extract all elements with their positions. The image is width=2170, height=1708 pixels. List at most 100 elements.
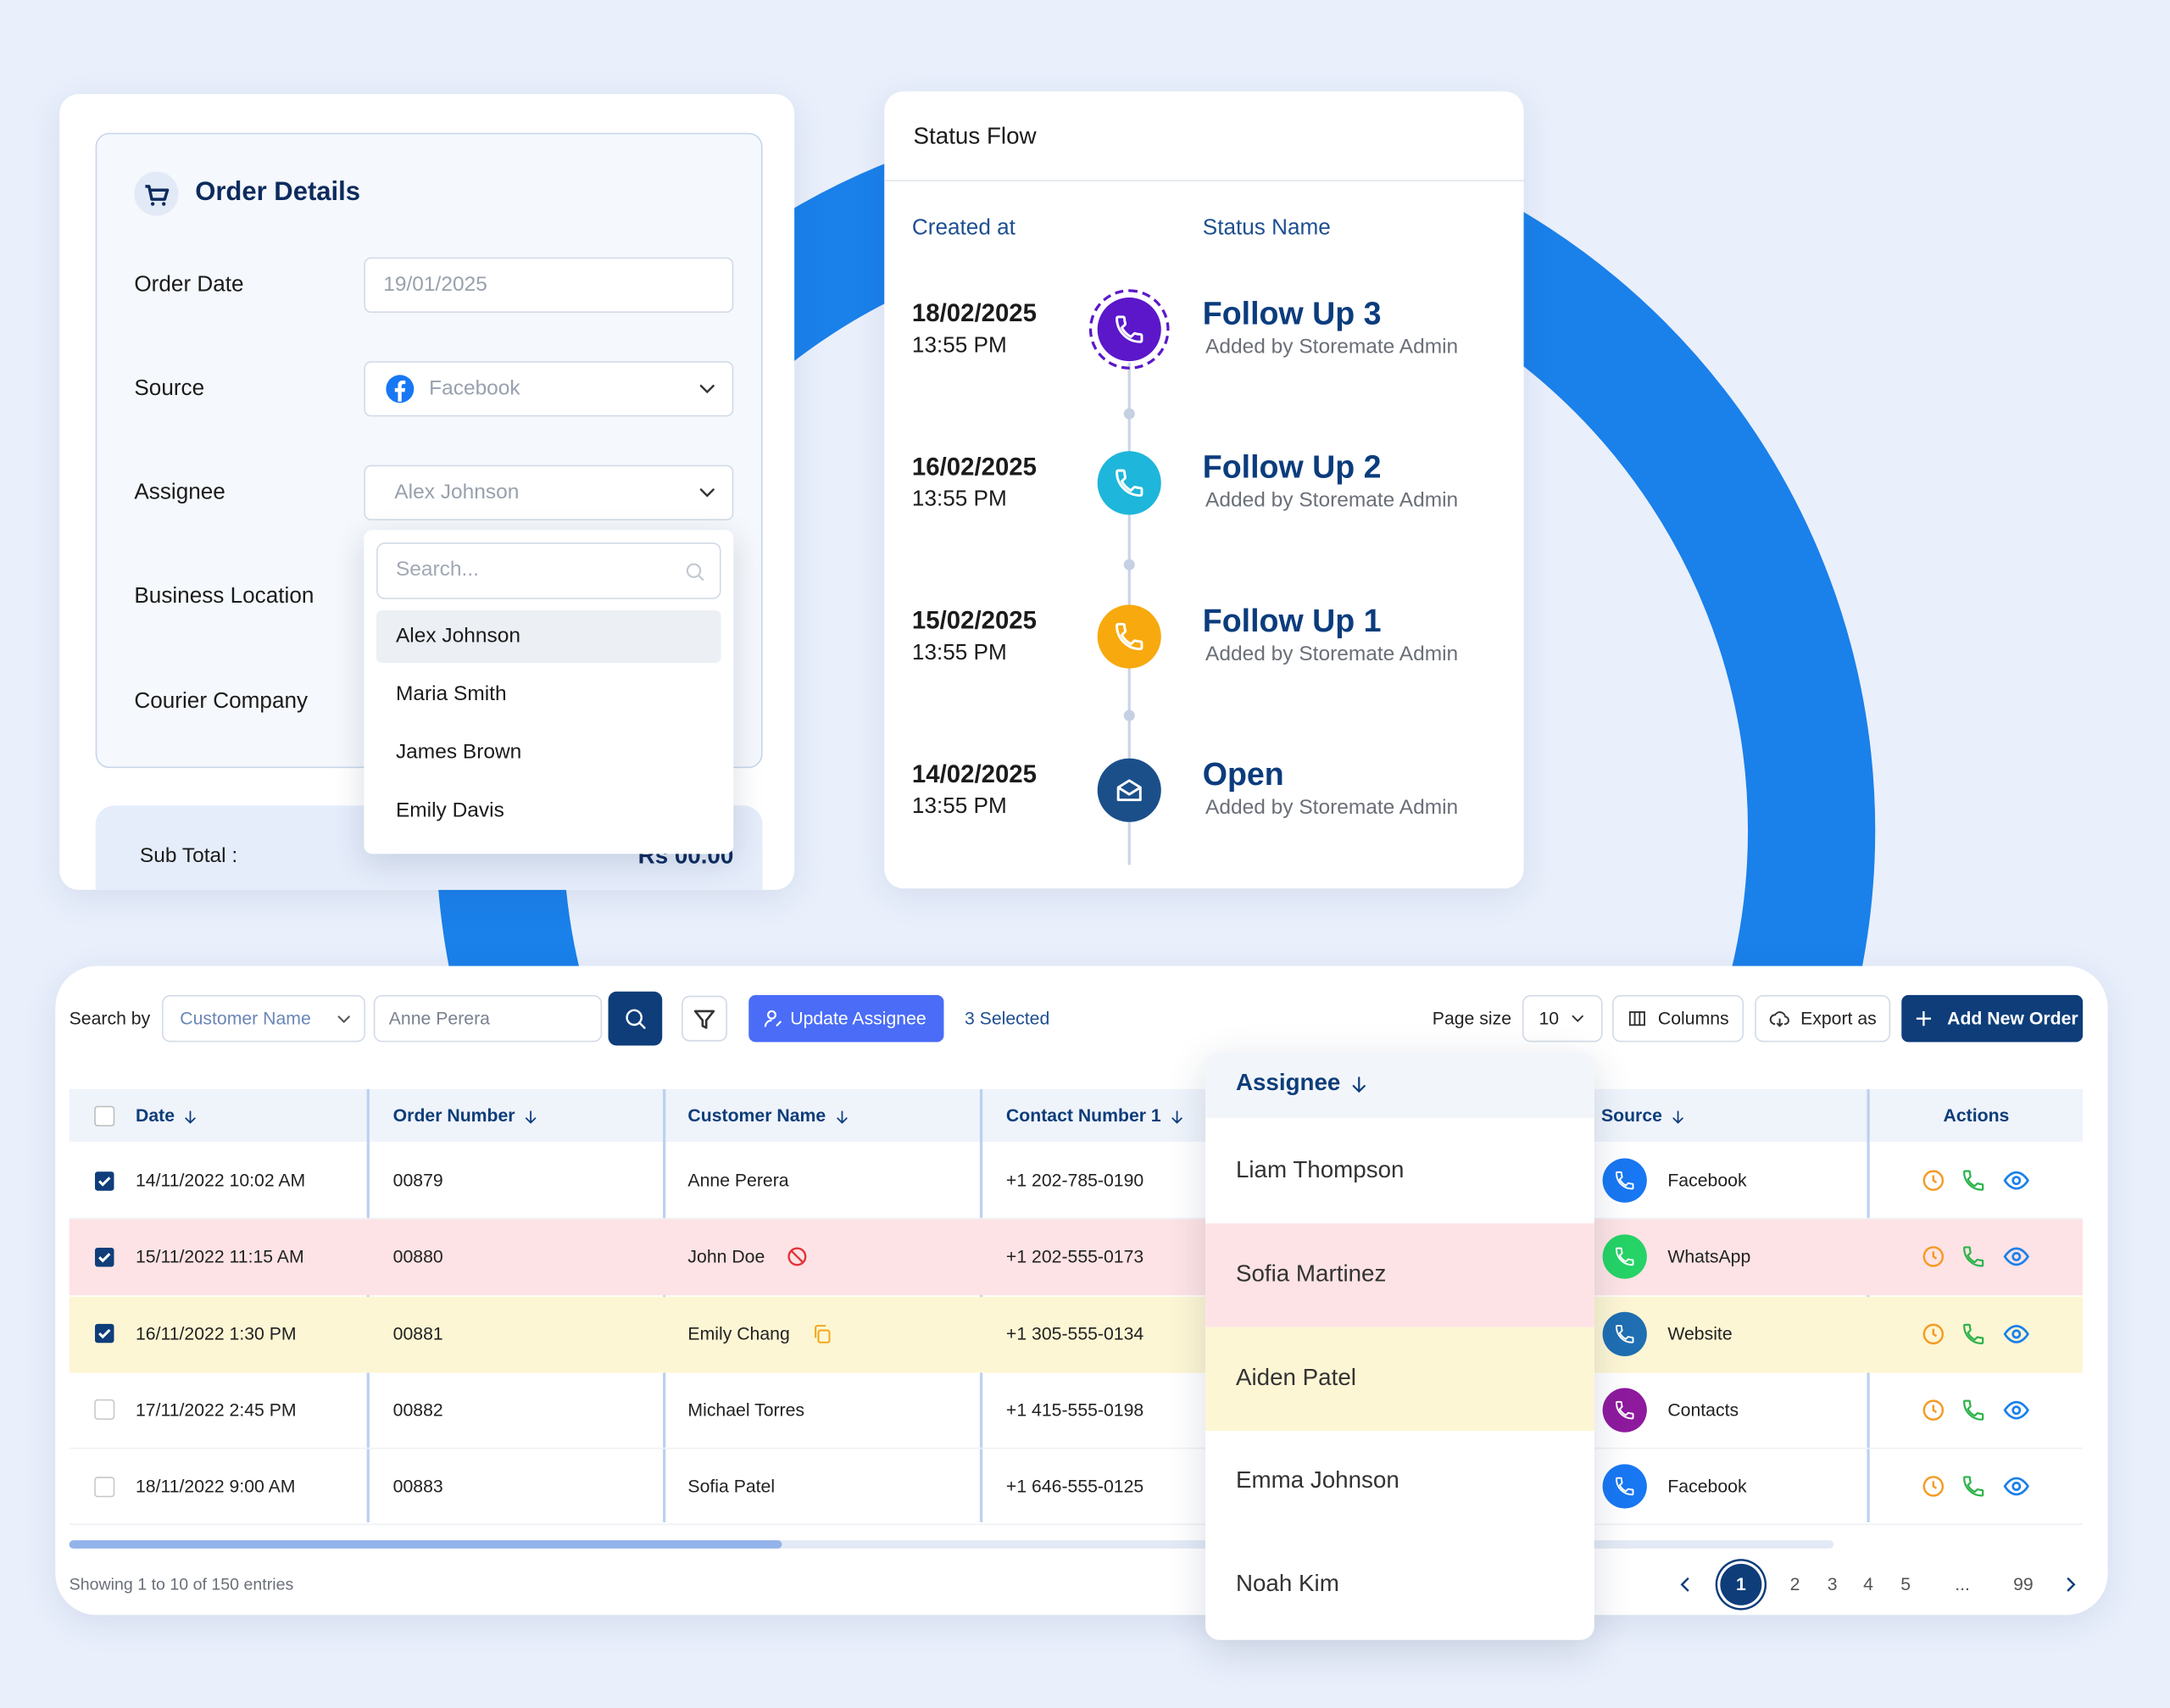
- icon-shape: [608, 991, 663, 1046]
- icon-shape: [1680, 1577, 1689, 1592]
- assignee-header[interactable]: Assignee: [1235, 1069, 1341, 1096]
- view-action[interactable]: [2002, 1320, 2030, 1348]
- call-action[interactable]: [1961, 1474, 1985, 1499]
- field-input[interactable]: [364, 465, 734, 520]
- history-action[interactable]: [1921, 1168, 1945, 1193]
- prev-page[interactable]: [1675, 1573, 1697, 1595]
- icon-shape: [97, 1252, 110, 1263]
- icon-shape: [693, 1010, 715, 1029]
- page-number[interactable]: 5: [1900, 1573, 1911, 1595]
- cell-date: 17/11/2022 2:45 PM: [135, 1399, 297, 1421]
- assignee-option[interactable]: Alex Johnson: [395, 624, 520, 648]
- call-action[interactable]: [1961, 1244, 1985, 1269]
- search-field-select[interactable]: [162, 994, 366, 1043]
- timeline-dot: [1123, 559, 1135, 570]
- view-action[interactable]: [2002, 1472, 2030, 1500]
- row-checkbox[interactable]: [93, 1170, 114, 1190]
- icon-shape: [1922, 1246, 1945, 1268]
- page-size-select[interactable]: [1522, 994, 1603, 1043]
- icon-shape: [134, 171, 179, 216]
- status-card: [884, 91, 1524, 889]
- assignee-row-highlight: [1205, 1222, 1594, 1327]
- search-label: Search by: [69, 1007, 151, 1029]
- search-input[interactable]: [373, 994, 603, 1043]
- view-action[interactable]: [2002, 1243, 2030, 1271]
- call-action[interactable]: [1961, 1398, 1985, 1422]
- filter-button[interactable]: [682, 995, 728, 1042]
- column-header[interactable]: Customer Name: [687, 1104, 826, 1126]
- current-page[interactable]: [1720, 1563, 1762, 1605]
- icon-shape: [608, 991, 663, 1046]
- call-action[interactable]: [1961, 1321, 1985, 1345]
- assignee-option[interactable]: Maria Smith: [395, 682, 507, 706]
- entry-date: 18/02/2025: [911, 298, 1038, 327]
- icon-shape: [2003, 1324, 2029, 1343]
- icon-shape: [764, 1019, 782, 1027]
- dropdown-search[interactable]: [376, 542, 721, 599]
- page-number[interactable]: 2: [1789, 1573, 1800, 1595]
- page-number[interactable]: 1: [1735, 1573, 1746, 1595]
- icon-shape: [1672, 1110, 1683, 1123]
- icon-shape: [2011, 1252, 2022, 1262]
- search-button[interactable]: [608, 991, 663, 1046]
- icon-shape: [93, 1476, 114, 1497]
- cell-contact: +1 202-785-0190: [1005, 1169, 1144, 1191]
- row-divider: [69, 1523, 2084, 1526]
- icon-shape: [337, 1015, 350, 1023]
- icon-shape: [1602, 1464, 1647, 1509]
- scroll-thumb[interactable]: [69, 1540, 782, 1549]
- status-icon: [1097, 451, 1161, 515]
- next-page[interactable]: [2059, 1573, 2081, 1595]
- history-action[interactable]: [1921, 1321, 1945, 1345]
- header-checkbox[interactable]: [93, 1104, 114, 1126]
- column-header[interactable]: Date: [135, 1104, 175, 1126]
- column-header[interactable]: Order Number: [392, 1104, 515, 1126]
- option-highlight[interactable]: [376, 609, 721, 664]
- add-order-button[interactable]: [1901, 994, 2084, 1043]
- column-header[interactable]: Contact Number 1: [1005, 1104, 1161, 1126]
- assignee-name[interactable]: Sofia Martinez: [1235, 1260, 1387, 1287]
- call-action[interactable]: [1961, 1168, 1985, 1193]
- icon-shape: [1932, 1251, 1938, 1260]
- export-button[interactable]: [1755, 994, 1891, 1043]
- row-checkbox[interactable]: [93, 1476, 114, 1497]
- icon-shape: [1615, 1477, 1634, 1496]
- icon-shape: [686, 563, 704, 581]
- icon-shape: [2003, 1247, 2029, 1266]
- history-action[interactable]: [1921, 1398, 1945, 1422]
- field-input[interactable]: [364, 257, 734, 313]
- icon-shape: [1615, 1477, 1634, 1496]
- icon-shape: [1615, 1248, 1634, 1266]
- assignee-name[interactable]: Noah Kim: [1235, 1571, 1339, 1598]
- history-action[interactable]: [1921, 1244, 1945, 1269]
- icon-shape: [626, 1009, 646, 1029]
- page-number[interactable]: 3: [1827, 1573, 1838, 1595]
- assignee-name[interactable]: Liam Thompson: [1235, 1156, 1405, 1183]
- icon-shape: [94, 1323, 114, 1344]
- row-checkbox[interactable]: [93, 1247, 114, 1267]
- icon-shape: [94, 1247, 114, 1267]
- view-action[interactable]: [2002, 1396, 2030, 1424]
- update-assignee-button[interactable]: [748, 994, 944, 1043]
- order-title: Order Details: [195, 177, 361, 208]
- view-action[interactable]: [2002, 1166, 2030, 1194]
- row-checkbox[interactable]: [93, 1323, 114, 1344]
- icon-shape: [1963, 1476, 1984, 1497]
- row-checkbox[interactable]: [93, 1399, 114, 1421]
- assignee-option[interactable]: James Brown: [395, 740, 522, 765]
- icon-shape: [699, 384, 715, 394]
- assignee-option[interactable]: Emily Davis: [395, 798, 504, 822]
- assignee-name[interactable]: Emma Johnson: [1235, 1466, 1399, 1494]
- source-icon: [1602, 1234, 1647, 1279]
- field-input[interactable]: [364, 361, 734, 417]
- status-ring: [1088, 289, 1170, 370]
- cell-customer: John Doe: [687, 1246, 765, 1267]
- icon-shape: [94, 1171, 114, 1190]
- column-header[interactable]: Source: [1600, 1104, 1662, 1126]
- page-number[interactable]: ...: [1955, 1573, 1970, 1595]
- page-number[interactable]: 4: [1863, 1573, 1873, 1595]
- assignee-name[interactable]: Aiden Patel: [1235, 1363, 1356, 1390]
- icon-shape: [1922, 1322, 1945, 1344]
- page-number[interactable]: 99: [2013, 1573, 2034, 1595]
- history-action[interactable]: [1921, 1474, 1945, 1499]
